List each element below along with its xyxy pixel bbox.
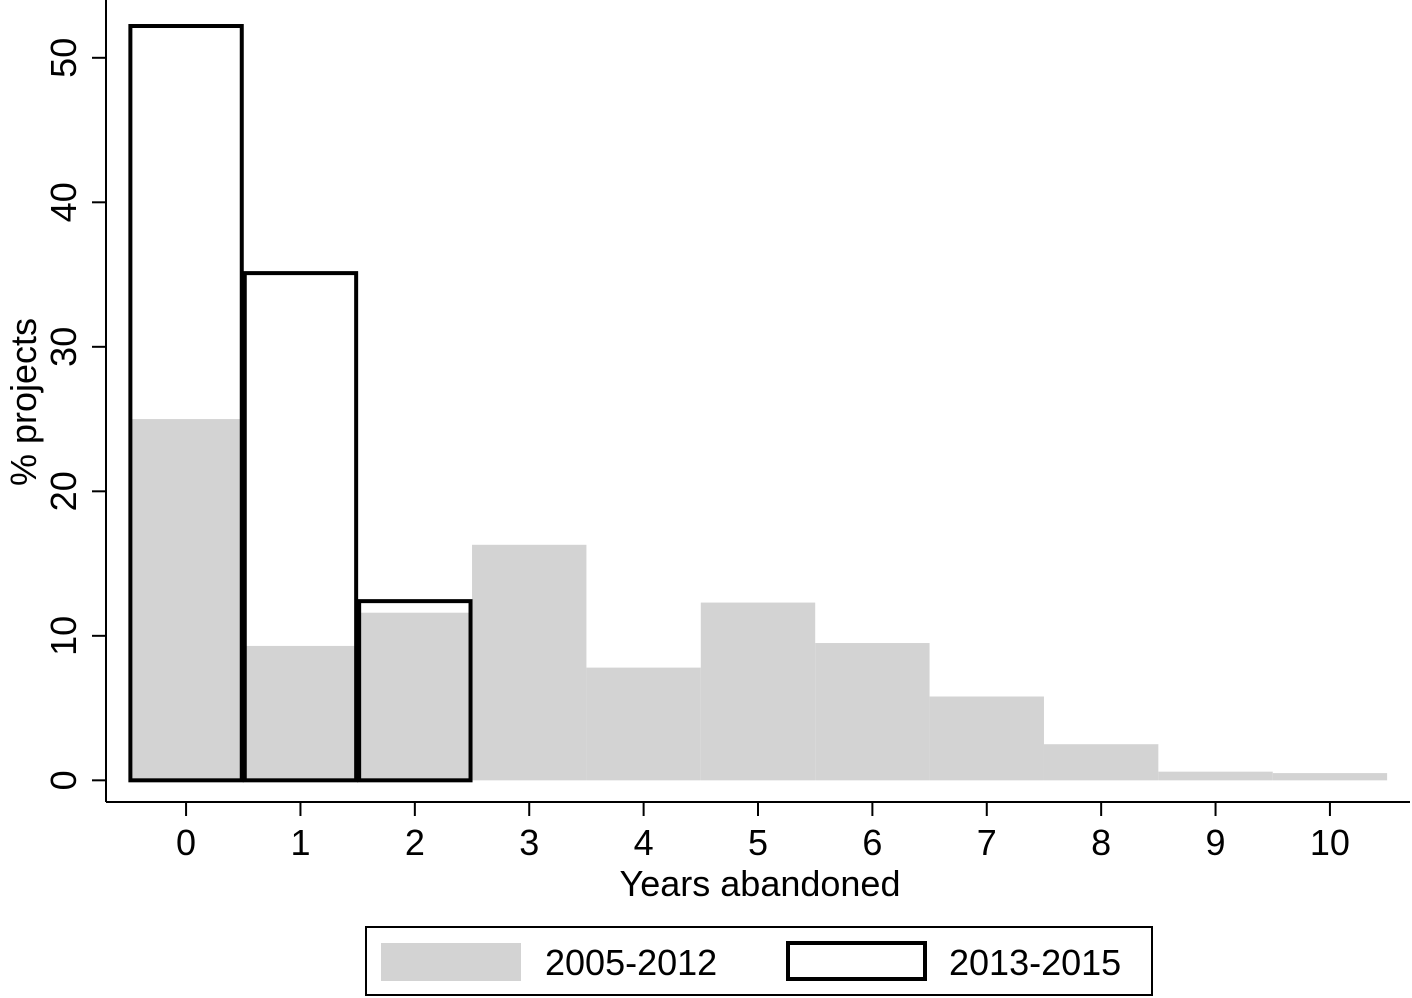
bar-2013-2015-1 bbox=[242, 271, 359, 783]
bar-2013-2015-2 bbox=[357, 599, 473, 783]
bar-2013-2015-0 bbox=[128, 24, 244, 783]
x-tick-label-3: 3 bbox=[519, 822, 539, 863]
legend-label-2005-2012: 2005-2012 bbox=[545, 942, 717, 983]
bar-2005-2012-8 bbox=[1043, 744, 1159, 781]
bar-2005-2012-3 bbox=[472, 544, 587, 781]
x-tick-label-4: 4 bbox=[634, 822, 654, 863]
bar-2005-2012-1 bbox=[243, 645, 358, 781]
bar-2005-2012-4 bbox=[586, 667, 701, 781]
bar-2005-2012-2 bbox=[357, 612, 473, 781]
y-tick-label-50: 50 bbox=[43, 38, 84, 78]
x-tick-label-2: 2 bbox=[405, 822, 425, 863]
x-tick-label-5: 5 bbox=[748, 822, 768, 863]
series-2013-2015-bars bbox=[128, 24, 473, 783]
bar-2005-2012-0 bbox=[128, 419, 244, 781]
y-axis-title: % projects bbox=[3, 318, 44, 486]
bar-2005-2012-7 bbox=[929, 696, 1044, 781]
x-tick-label-9: 9 bbox=[1206, 822, 1226, 863]
y-tick-label-40: 40 bbox=[43, 182, 84, 222]
legend-swatch-2005-2012 bbox=[381, 943, 521, 981]
bar-2005-2012-6 bbox=[815, 643, 930, 781]
legend-label-2013-2015: 2013-2015 bbox=[949, 942, 1121, 983]
x-tick-label-6: 6 bbox=[862, 822, 882, 863]
y-tick-label-0: 0 bbox=[43, 770, 84, 790]
bar-2005-2012-10 bbox=[1272, 773, 1388, 781]
x-axis-title: Years abandoned bbox=[620, 863, 901, 904]
legend-swatch-2013-2015 bbox=[786, 941, 927, 981]
x-tick-label-0: 0 bbox=[176, 822, 196, 863]
series-2005-2012-bars bbox=[128, 419, 1388, 781]
legend: 2005-2012 2013-2015 bbox=[365, 926, 1153, 996]
x-tick-label-8: 8 bbox=[1091, 822, 1111, 863]
axes: 0 10 20 30 40 50 0 1 2 3 4 5 6 7 8 9 10 bbox=[43, 0, 1410, 863]
bar-2005-2012-9 bbox=[1158, 771, 1273, 781]
bar-2005-2012-5 bbox=[700, 602, 816, 781]
x-tick-label-10: 10 bbox=[1310, 822, 1350, 863]
x-tick-label-7: 7 bbox=[977, 822, 997, 863]
x-tick-label-1: 1 bbox=[290, 822, 310, 863]
y-tick-label-20: 20 bbox=[43, 471, 84, 511]
y-tick-label-10: 10 bbox=[43, 616, 84, 656]
y-tick-label-30: 30 bbox=[43, 327, 84, 367]
